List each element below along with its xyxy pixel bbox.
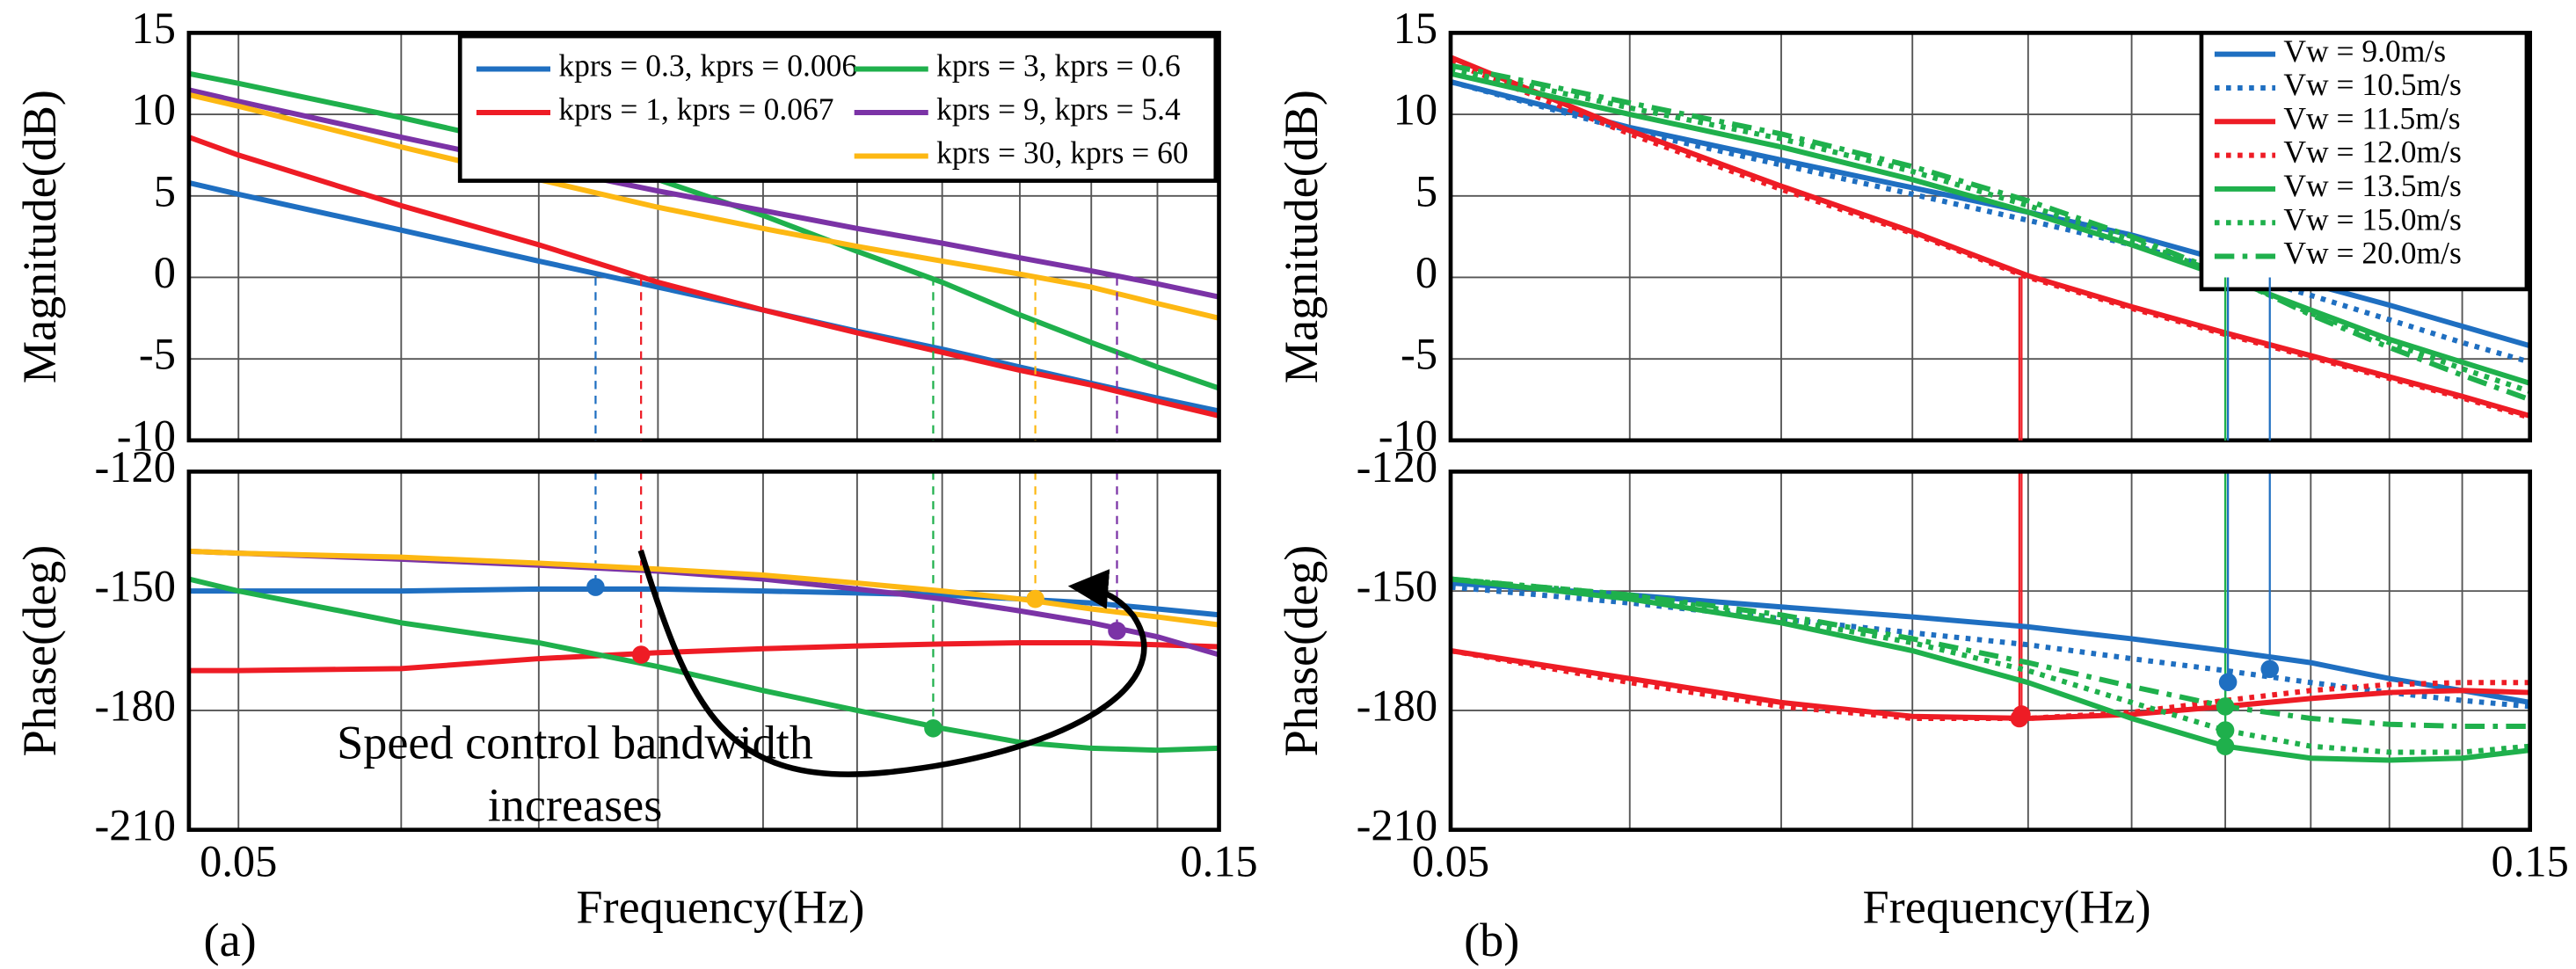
plot-frame (1448, 31, 2533, 443)
legend-label: Vw = 15.0m/s (2283, 201, 2461, 237)
annotation: increases (488, 779, 663, 832)
legend-label: Vw = 13.5m/s (2283, 168, 2461, 203)
series-line (1450, 59, 2530, 420)
legend-label: Vw = 12.0m/s (2283, 135, 2461, 170)
bandwidth-marker (1108, 622, 1126, 640)
plot-frame (186, 469, 1221, 833)
x-axis-label: Frequency(Hz) (576, 881, 864, 934)
series-line (188, 576, 1219, 754)
series-line (188, 87, 1219, 300)
y-tick-label: 5 (154, 166, 176, 215)
series-line (1450, 70, 2530, 386)
bandwidth-marker (2216, 697, 2235, 716)
panel-label: (a) (204, 914, 257, 966)
bandwidth-marker (2012, 705, 2031, 724)
series-line (188, 70, 1219, 391)
x-tick-label: 0.15 (1180, 836, 1257, 885)
y-tick-label: -5 (1401, 330, 1437, 379)
legend-label: kprs = 0.3, kprs = 0.006 (558, 48, 857, 84)
y-tick-label: -180 (1357, 681, 1437, 730)
plot-frame (186, 31, 1221, 443)
series-line (188, 639, 1219, 674)
y-tick-label: 15 (1394, 4, 1437, 53)
y-axis-label: Phase(deg) (1275, 545, 1328, 757)
y-axis-label: Magnitude(dB) (1275, 90, 1328, 383)
series-line (1450, 584, 2530, 710)
legend-label: kprs = 3, kprs = 0.6 (936, 48, 1181, 84)
y-tick-label: 0 (154, 248, 176, 297)
series-line (188, 91, 1219, 321)
annotation-arrow (637, 550, 1147, 777)
legend-label: kprs = 1, kprs = 0.067 (558, 91, 833, 127)
plot-frame (1448, 469, 2533, 833)
y-tick-label: 10 (132, 85, 176, 135)
annotation: Speed control bandwidth (337, 717, 813, 769)
bandwidth-marker (924, 719, 942, 738)
legend-label: kprs = 30, kprs = 60 (936, 135, 1189, 171)
legend-label: kprs = 9, kprs = 5.4 (936, 91, 1181, 127)
panel-label: (b) (1464, 914, 1519, 966)
series-line (1450, 576, 2530, 755)
series-line (188, 135, 1219, 419)
x-tick-label: 0.15 (2492, 836, 2569, 885)
legend-box (457, 33, 1219, 183)
bandwidth-marker (2218, 673, 2238, 692)
y-tick-label: 0 (1415, 248, 1437, 297)
bandwidth-marker (631, 645, 651, 664)
y-tick-label: -120 (94, 442, 175, 492)
y-axis-label: Phase(deg) (13, 545, 66, 757)
y-axis-label: Magnitude(dB) (13, 90, 66, 383)
y-tick-label: 10 (1394, 85, 1437, 135)
y-tick-label: -10 (1379, 411, 1437, 460)
y-tick-label: -150 (1357, 562, 1437, 611)
y-tick-label: -5 (139, 330, 176, 379)
bandwidth-marker (586, 578, 605, 596)
x-tick-label: 0.05 (200, 836, 277, 885)
series-line (1450, 66, 2530, 395)
y-tick-label: -210 (94, 800, 175, 849)
legend-label: Vw = 20.0m/s (2283, 236, 2461, 271)
legend-box (2199, 31, 2529, 292)
y-tick-label: 15 (132, 4, 176, 53)
bandwidth-marker (1026, 589, 1044, 608)
y-tick-label: -10 (117, 411, 176, 460)
y-tick-label: -210 (1357, 800, 1437, 849)
series-line (1450, 648, 2530, 721)
series-line (1450, 62, 2530, 403)
series-line (1450, 576, 2530, 763)
plots: -10 -5 0 5 10 15 Magnitude(dB) kprs = 0.3, kprs… (13, 4, 2569, 966)
legend-label: Vw = 9.0m/s (2283, 33, 2446, 69)
legend-label: Vw = 10.5m/s (2283, 67, 2461, 102)
bandwidth-marker (2216, 721, 2235, 740)
legend-label: Vw = 11.5m/s (2283, 100, 2460, 135)
series-line (188, 548, 1219, 628)
x-tick-label: 0.05 (1412, 836, 1489, 885)
y-tick-label: 5 (1415, 166, 1437, 215)
x-axis-label: Frequency(Hz) (1863, 881, 2151, 934)
bandwidth-marker (2216, 737, 2235, 755)
series-line (1450, 648, 2530, 721)
series-line (1450, 79, 2530, 365)
y-tick-label: -120 (1357, 442, 1437, 492)
bandwidth-marker (2260, 659, 2280, 679)
series-line (1450, 576, 2530, 730)
y-tick-label: -180 (94, 681, 175, 730)
y-tick-label: -150 (94, 562, 175, 611)
